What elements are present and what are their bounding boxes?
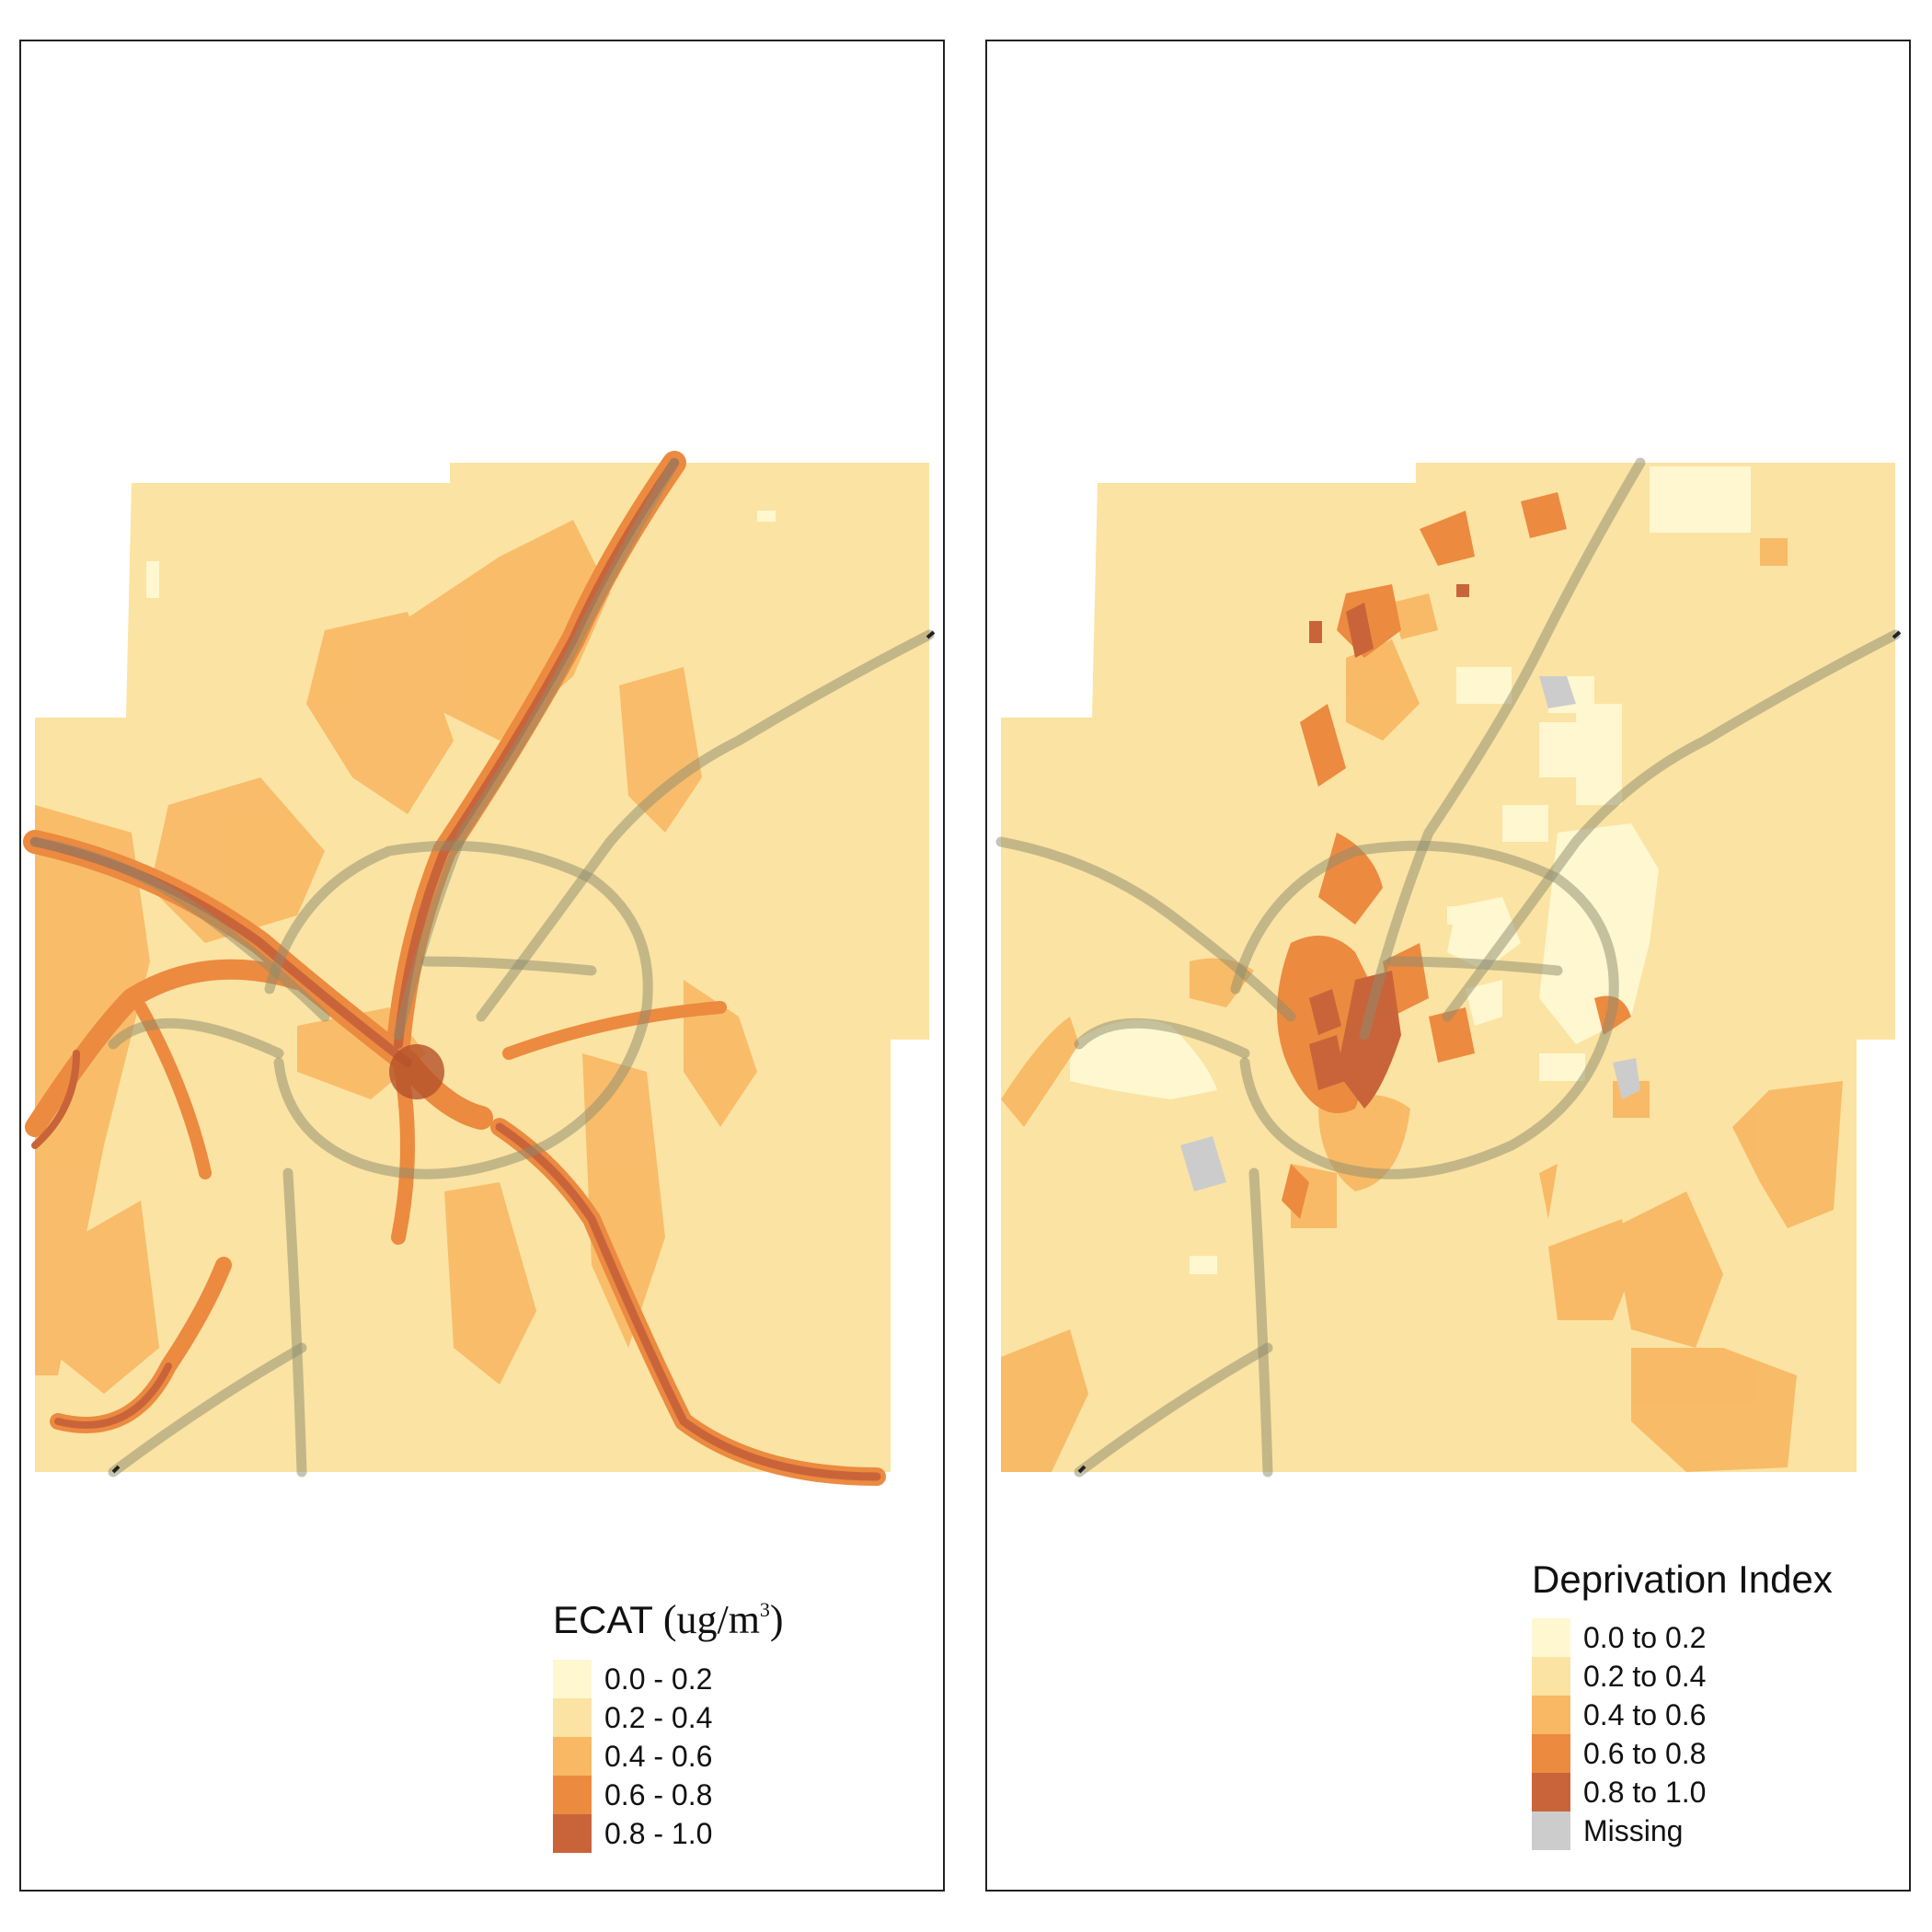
legend-label: 0.0 to 0.2	[1583, 1620, 1707, 1654]
highway-stub	[926, 630, 936, 639]
legend-swatch	[553, 1737, 592, 1776]
highway-overlay	[995, 457, 1901, 1478]
legend-title-main: ECAT	[553, 1598, 653, 1641]
highway-overlay	[29, 457, 935, 1478]
legend-label: Missing	[1583, 1813, 1684, 1847]
ecat-legend-title: ECAT (ug/m3)	[553, 1596, 784, 1643]
legend-title-unit-close: )	[769, 1597, 784, 1642]
highway-stub	[1077, 1465, 1087, 1474]
legend-item: 0.2 - 0.4	[553, 1698, 784, 1737]
legend-swatch	[553, 1776, 592, 1814]
legend-label: 0.6 to 0.8	[1583, 1736, 1707, 1770]
deprivation-legend-title: Deprivation Index	[1532, 1558, 1833, 1601]
legend-item: 0.8 to 1.0	[1532, 1773, 1833, 1811]
legend-swatch	[553, 1698, 592, 1737]
legend-label: 0.8 - 1.0	[604, 1816, 713, 1850]
ecat-legend-items: 0.0 - 0.2 0.2 - 0.4 0.4 - 0.6 0.6 - 0.8 …	[553, 1660, 784, 1853]
medium-deprivation-tracts	[1001, 538, 1843, 1472]
legend-item: 0.8 - 1.0	[553, 1814, 784, 1853]
legend-label: 0.8 to 1.0	[1583, 1775, 1707, 1809]
legend-swatch	[553, 1660, 592, 1698]
legend-label: 0.4 - 0.6	[604, 1739, 713, 1773]
legend-label: 0.0 - 0.2	[604, 1662, 713, 1696]
legend-swatch	[1532, 1734, 1570, 1773]
legend-item: 0.6 - 0.8	[553, 1776, 784, 1814]
missing-data-tracts	[1180, 676, 1640, 1191]
legend-item: Missing	[1532, 1811, 1833, 1850]
low-exposure-patch	[146, 561, 159, 598]
deprivation-map-panel: Deprivation Index 0.0 to 0.2 0.2 to 0.4 …	[985, 40, 1911, 1892]
legend-swatch	[1532, 1618, 1570, 1657]
legend-item: 0.4 to 0.6	[1532, 1696, 1833, 1734]
highway-stub	[111, 1465, 121, 1474]
legend-item: 0.0 to 0.2	[1532, 1618, 1833, 1657]
ecat-map	[23, 451, 936, 1486]
legend-item: 0.6 to 0.8	[1532, 1734, 1833, 1773]
legend-label: 0.2 - 0.4	[604, 1700, 713, 1734]
legend-item: 0.4 - 0.6	[553, 1737, 784, 1776]
legend-item: 0.0 - 0.2	[553, 1660, 784, 1698]
legend-label: 0.2 to 0.4	[1583, 1659, 1707, 1693]
ecat-map-panel: ECAT (ug/m3) 0.0 - 0.2 0.2 - 0.4 0.4 - 0…	[19, 40, 945, 1892]
legend-title-unit: (ug/m	[662, 1597, 760, 1642]
legend-swatch	[553, 1814, 592, 1853]
legend-swatch	[1532, 1811, 1570, 1850]
downtown-core	[389, 1044, 444, 1099]
deprivation-legend-items: 0.0 to 0.2 0.2 to 0.4 0.4 to 0.6 0.6 to …	[1532, 1618, 1833, 1850]
deprivation-map	[995, 457, 1902, 1478]
highway-stub	[1892, 630, 1902, 639]
deprivation-legend: Deprivation Index 0.0 to 0.2 0.2 to 0.4 …	[1532, 1558, 1833, 1850]
legend-swatch	[1532, 1696, 1570, 1734]
low-exposure-patch	[757, 511, 776, 522]
ecat-legend: ECAT (ug/m3) 0.0 - 0.2 0.2 - 0.4 0.4 - 0…	[553, 1596, 784, 1853]
legend-label: 0.4 to 0.6	[1583, 1697, 1707, 1731]
legend-swatch	[1532, 1657, 1570, 1696]
legend-swatch	[1532, 1773, 1570, 1811]
legend-label: 0.6 - 0.8	[604, 1777, 713, 1811]
legend-title-superscript: 3	[759, 1598, 770, 1621]
very-high-deprivation-tracts	[1309, 584, 1469, 1109]
legend-item: 0.2 to 0.4	[1532, 1657, 1833, 1696]
